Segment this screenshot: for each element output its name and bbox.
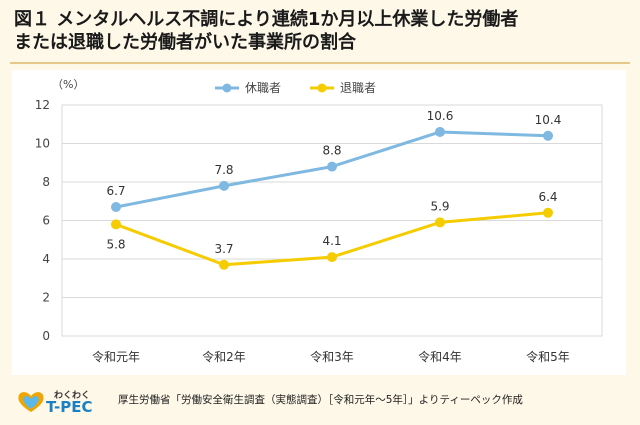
logo-tagline: わくわく xyxy=(54,391,91,401)
data-point xyxy=(435,217,445,228)
data-point xyxy=(543,207,553,218)
data-label: 3.7 xyxy=(214,242,233,256)
legend-marker-1 xyxy=(222,83,232,93)
data-point xyxy=(327,252,337,263)
source-note: 厚生労働省「労働安全衛生調査（実態調査）［令和元年～5年］」よりティーペック作成 xyxy=(118,394,523,406)
title-line-1: 図１ メンタルヘルス不調により連続1か月以上休業した労働者 xyxy=(14,9,519,30)
y-unit-label: （%） xyxy=(52,78,84,91)
y-tick-label: 8 xyxy=(42,175,50,189)
data-point xyxy=(327,161,337,172)
data-label: 10.6 xyxy=(427,109,454,123)
y-tick-label: 12 xyxy=(35,98,50,112)
data-label: 10.4 xyxy=(535,113,562,127)
data-label: 4.1 xyxy=(322,234,341,248)
legend-label-1: 休職者 xyxy=(245,81,281,95)
data-point xyxy=(543,130,553,141)
y-tick-label: 2 xyxy=(42,291,50,305)
logo-name: T-PEC xyxy=(46,398,93,416)
tpec-logo: わくわく T-PEC xyxy=(16,386,108,418)
line-chart: 0 2 4 6 8 10 12（%） 令和元年 令和2年 令和3年 令和4年 令和5年 休職者 退職者 6.… xyxy=(35,78,603,364)
data-label: 6.7 xyxy=(106,184,125,198)
data-point xyxy=(111,219,121,230)
y-tick-label: 4 xyxy=(42,252,50,266)
x-tick-label: 令和元年 xyxy=(92,349,140,364)
data-label: 8.8 xyxy=(322,144,341,158)
data-label: 6.4 xyxy=(538,190,557,204)
y-tick-label: 6 xyxy=(42,214,50,228)
chart-title: 図１ メンタルヘルス不調により連続1か月以上休業した労働者 または退職した労働者… xyxy=(14,8,634,54)
legend-label-2: 退職者 xyxy=(340,81,376,95)
data-point xyxy=(219,259,229,270)
x-tick-label: 令和5年 xyxy=(526,349,570,364)
plot-border xyxy=(61,104,603,337)
legend-marker-2 xyxy=(317,83,327,93)
title-line-2: または退職した労働者がいた事業所の割合 xyxy=(14,32,356,53)
data-label: 5.9 xyxy=(430,199,449,213)
data-label: 7.8 xyxy=(214,163,233,177)
title-divider xyxy=(10,62,630,64)
data-label: 5.8 xyxy=(106,237,125,251)
footer: わくわく T-PEC 厚生労働省「労働安全衛生調査（実態調査）［令和元年～5年］… xyxy=(0,380,640,425)
data-point xyxy=(111,202,121,213)
data-point xyxy=(219,180,229,191)
heart-logo-icon xyxy=(18,392,44,412)
x-tick-label: 令和4年 xyxy=(418,349,462,364)
data-point xyxy=(435,126,445,137)
y-tick-label: 0 xyxy=(42,329,50,343)
y-tick-label: 10 xyxy=(35,137,50,151)
chart-area: 0 2 4 6 8 10 12 （%） 令和元年 令和2年 令和3年 令和4年 令和5年 休職者 退職者 6.… xyxy=(12,70,626,375)
x-tick-label: 令和2年 xyxy=(202,349,246,364)
x-tick-label: 令和3年 xyxy=(310,349,354,364)
